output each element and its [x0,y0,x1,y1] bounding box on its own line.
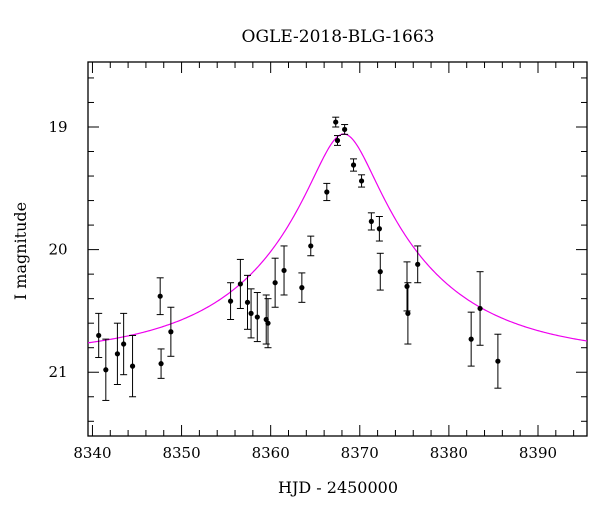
data-point [167,306,175,357]
data-point [129,334,137,398]
data-point [227,282,235,321]
data-marker [244,299,251,305]
x-tick-label: 8340 [73,444,111,462]
y-axis-label: I magnitude [11,202,30,300]
data-point [120,312,128,376]
chart-title: OGLE-2018-BLG-1663 [242,27,435,47]
data-point [264,298,272,349]
data-point [280,245,288,296]
y-tick-label: 21 [48,363,67,381]
data-points-group [95,116,502,401]
data-marker [334,137,341,144]
data-marker [129,363,136,369]
data-marker [158,361,164,367]
x-tick-label: 8370 [341,444,379,462]
data-point [334,135,341,146]
data-point [102,338,110,401]
data-marker [377,269,383,275]
data-point [350,158,358,172]
data-point [113,322,121,385]
data-marker [254,314,260,320]
data-point [323,182,331,202]
data-marker [404,283,410,289]
data-marker [358,178,365,184]
data-marker [265,320,271,326]
data-marker [368,218,374,225]
data-marker [96,332,102,339]
data-marker [281,267,287,274]
data-point [95,312,103,359]
x-tick-label: 8390 [519,444,557,462]
data-point [376,252,384,291]
data-marker [248,310,254,316]
data-point [467,311,475,367]
data-marker [237,281,243,287]
data-point [307,235,315,257]
data-point [156,277,164,316]
data-point [367,212,375,231]
data-marker [121,341,127,347]
data-point [404,282,412,345]
data-point [236,258,244,309]
data-point [341,124,349,135]
data-point [271,257,279,308]
y-tick-label: 20 [48,241,67,259]
plot-border [87,61,588,437]
data-marker [477,305,483,312]
data-point [476,271,484,346]
data-point [375,216,383,242]
data-marker [114,351,121,357]
data-point [157,348,165,379]
data-point [253,292,261,343]
data-marker [342,126,348,133]
data-point [262,294,270,345]
model-curve-group [87,133,588,344]
data-marker [227,298,234,304]
x-axis-ticks: 8340 8350 8360 8370 8380 8390 [73,62,575,462]
x-axis-label: HJD - 2450000 [278,478,398,497]
x-tick-label: 8380 [430,444,468,462]
data-point [244,274,252,330]
data-marker [299,285,305,291]
data-point [358,174,366,188]
y-tick-label: 19 [48,118,67,136]
data-marker [168,329,174,335]
data-point [332,116,340,128]
model-curve [87,133,588,344]
data-marker [272,280,278,286]
data-point [298,272,306,303]
data-marker [157,293,163,299]
data-point [494,333,502,389]
data-point [403,261,411,312]
data-point [414,245,422,284]
data-marker [495,358,501,364]
data-marker [376,226,382,232]
x-tick-label: 8360 [252,444,290,462]
data-marker [350,162,357,168]
data-marker [324,189,330,195]
data-marker [468,336,474,342]
data-marker [308,243,314,249]
y-axis-ticks: 19 20 21 [48,77,587,422]
data-marker [415,261,421,267]
plot-frame [87,61,588,437]
data-marker [333,119,339,125]
data-point [247,288,255,339]
data-marker [405,310,411,316]
data-marker [103,367,109,373]
x-tick-label: 8350 [162,444,200,462]
